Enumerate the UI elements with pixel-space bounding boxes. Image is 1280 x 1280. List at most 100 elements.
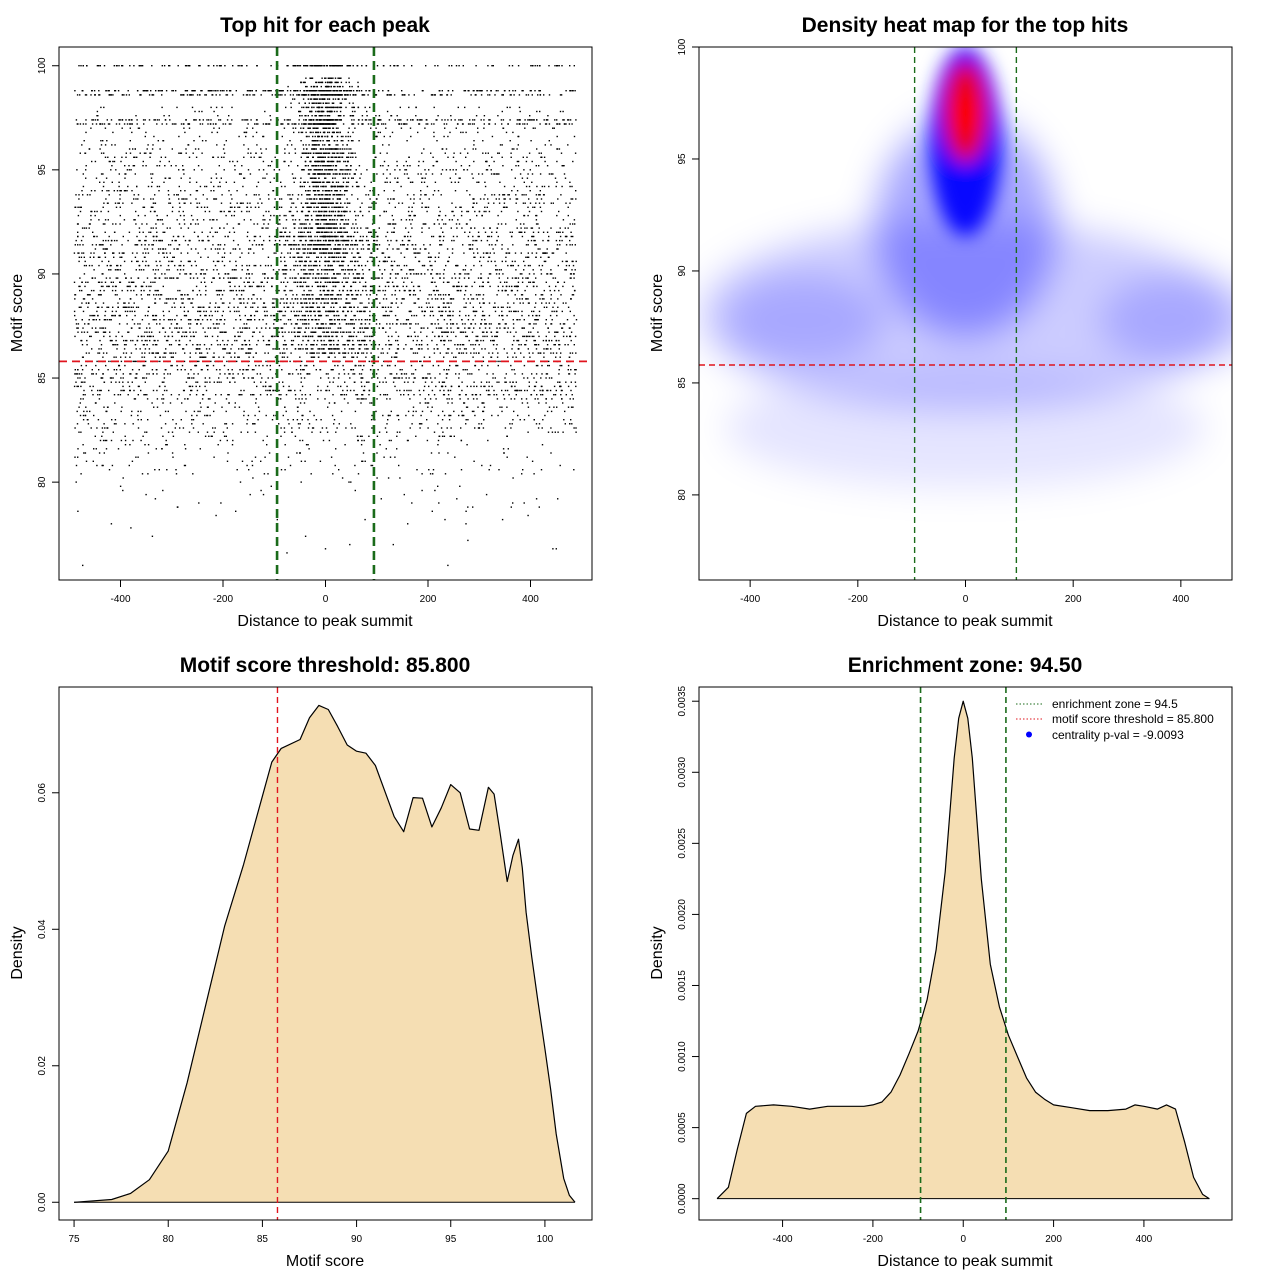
scatter-point	[454, 344, 456, 346]
scatter-point	[552, 277, 554, 279]
scatter-point	[353, 344, 355, 346]
scatter-point	[477, 335, 479, 338]
scatter-point	[88, 223, 91, 225]
scatter-point	[209, 398, 211, 400]
scatter-point	[273, 214, 275, 217]
scatter-point	[381, 327, 384, 329]
scatter-point	[259, 198, 261, 200]
scatter-point	[276, 335, 278, 338]
scatter-point	[99, 256, 101, 258]
scatter-point	[234, 356, 236, 358]
scatter-point	[283, 348, 285, 350]
scatter-point	[165, 439, 167, 442]
scatter-point	[120, 356, 122, 358]
scatter-point	[506, 314, 508, 317]
scatter-point	[353, 373, 356, 375]
scatter-point	[153, 235, 155, 238]
scatter-point	[167, 264, 170, 267]
scatter-point	[467, 419, 469, 421]
scatter-point	[556, 244, 559, 246]
scatter-point	[259, 235, 261, 238]
scatter-point	[119, 269, 121, 271]
scatter-point	[100, 210, 102, 213]
scatter-point	[197, 306, 200, 308]
scatter-point	[438, 235, 441, 238]
scatter-point	[280, 252, 283, 254]
scatter-point	[256, 298, 258, 300]
scatter-point	[107, 239, 110, 242]
scatter-point	[177, 289, 179, 292]
scatter-point	[188, 385, 191, 388]
scatter-point	[545, 402, 547, 404]
scatter-point	[558, 344, 560, 346]
scatter-point	[340, 298, 342, 300]
scatter-point	[97, 306, 100, 308]
scatter-point	[118, 381, 121, 383]
scatter-point	[561, 398, 563, 400]
scatter-point	[288, 244, 290, 246]
scatter-point	[189, 394, 191, 396]
scatter-point	[556, 331, 559, 333]
scatter-point	[231, 344, 233, 346]
scatter-point	[453, 239, 455, 242]
scatter-point	[395, 239, 398, 242]
scatter-point	[144, 339, 146, 342]
scatter-point	[121, 289, 123, 292]
scatter-point	[568, 356, 571, 358]
scatter-point	[254, 206, 257, 208]
scatter-point	[419, 289, 421, 292]
scatter-point	[396, 352, 398, 354]
scatter-point	[156, 352, 158, 354]
scatter-point	[523, 214, 526, 217]
scatter-point	[94, 214, 96, 217]
scatter-point	[155, 314, 158, 317]
scatter-point	[109, 160, 111, 163]
scatter-point	[572, 294, 575, 296]
scatter-point	[431, 331, 434, 333]
scatter-point	[365, 289, 367, 292]
scatter-point	[182, 427, 185, 429]
scatter-point	[276, 298, 278, 300]
scatter-point	[477, 235, 479, 238]
scatter-point	[410, 335, 412, 338]
scatter-point	[237, 356, 239, 358]
scatter-point	[438, 327, 440, 329]
scatter-point	[544, 252, 546, 254]
scatter-point	[453, 285, 455, 288]
scatter-point	[205, 389, 208, 392]
scatter-point	[381, 306, 384, 308]
scatter-point	[406, 439, 409, 442]
scatter-point	[254, 235, 257, 238]
scatter-point	[552, 252, 555, 254]
scatter-point	[147, 452, 150, 454]
scatter-point	[527, 252, 529, 254]
scatter-point	[537, 319, 539, 321]
scatter-point	[407, 319, 410, 321]
scatter-point	[385, 331, 387, 333]
scatter-point	[113, 252, 115, 254]
scatter-point	[135, 306, 138, 308]
scatter-point	[491, 339, 494, 342]
scatter-point	[398, 464, 400, 467]
scatter-point	[135, 294, 138, 296]
scatter-point	[441, 335, 443, 338]
scatter-point	[409, 289, 412, 292]
scatter-point	[150, 227, 152, 229]
scatter-point	[220, 298, 222, 300]
scatter-point	[487, 202, 490, 204]
scatter-point	[157, 339, 159, 342]
scatter-point	[455, 373, 457, 375]
scatter-point	[457, 264, 459, 267]
scatter-point	[80, 239, 83, 242]
scatter-point	[333, 219, 336, 221]
scatter-point	[209, 231, 211, 233]
scatter-point	[255, 364, 257, 367]
scatter-point	[368, 323, 371, 325]
scatter-point	[162, 231, 164, 233]
scatter-point	[285, 285, 287, 288]
scatter-point	[356, 435, 359, 437]
scatter-point	[265, 227, 267, 229]
scatter-point	[292, 344, 294, 346]
scatter-point	[74, 427, 76, 429]
scatter-point	[371, 402, 373, 404]
